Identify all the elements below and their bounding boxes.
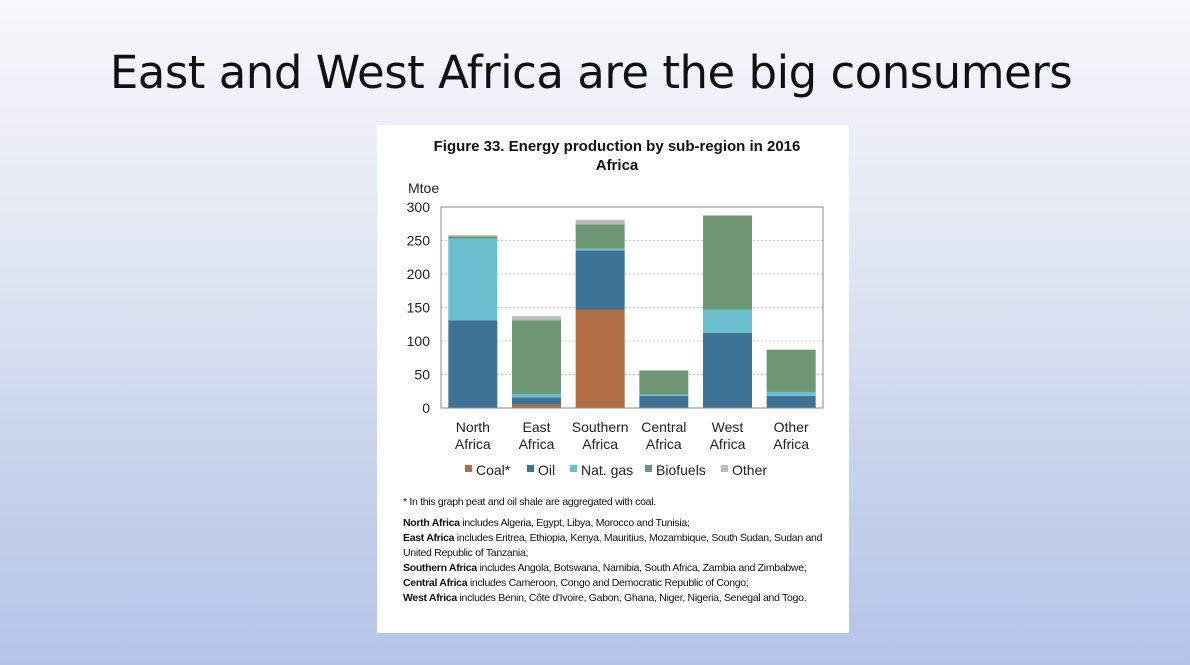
region-note: North Africa includes Algeria, Egypt, Li… [403, 516, 843, 531]
bars [448, 215, 816, 408]
stacked-bar-chart: Figure 33. Energy production by sub-regi… [407, 138, 824, 478]
legend-label: Nat. gas [581, 462, 633, 478]
region-note: Central Africa includes Cameroon, Congo … [403, 576, 843, 591]
legend-swatch [721, 465, 728, 472]
x-category-label: East [522, 419, 550, 435]
bar-nat-gas [766, 391, 816, 396]
region-note-name: Central Africa [403, 577, 468, 589]
bar-biofuels [448, 236, 498, 239]
region-note-text: includes Benin, Côte d'Ivoire, Gabon, Gh… [456, 592, 807, 604]
y-tick-label: 250 [407, 233, 431, 249]
bar-oil [448, 320, 498, 408]
x-category-label: Africa [455, 436, 491, 452]
bar-coal [512, 404, 561, 408]
region-note-name: North Africa [403, 517, 460, 529]
slide-title: East and West Africa are the big consume… [109, 46, 1073, 99]
legend-swatch [465, 465, 472, 472]
x-axis-categories: NorthAfricaEastAfricaSouthernAfricaCentr… [455, 419, 809, 452]
legend-label: Other [732, 462, 767, 478]
legend-label: Coal* [476, 462, 511, 478]
region-note-name: East Africa [403, 532, 455, 544]
region-note: East Africa includes Eritrea, Ethiopia, … [403, 531, 843, 561]
bar-other [512, 316, 561, 321]
legend-swatch [570, 465, 577, 472]
chart-subtitle: Africa [596, 157, 639, 174]
y-tick-label: 150 [407, 300, 431, 316]
region-notes: North Africa includes Algeria, Egypt, Li… [403, 516, 843, 606]
x-category-label: Africa [519, 436, 555, 452]
y-tick-label: 0 [422, 400, 430, 416]
x-category-label: Central [641, 419, 686, 435]
region-note: West Africa includes Benin, Côte d'Ivoir… [403, 591, 843, 606]
bar-nat-gas [639, 394, 689, 396]
bar-nat-gas [448, 238, 498, 321]
chart-title: Figure 33. Energy production by sub-regi… [434, 138, 801, 155]
x-category-label: West [712, 419, 744, 435]
region-note-text: includes Cameroon, Congo and Democratic … [467, 577, 749, 589]
x-category-label: North [456, 419, 490, 435]
figure-notes: * In this graph peat and oil shale are a… [403, 495, 843, 606]
region-note: Southern Africa includes Angola, Botswan… [403, 561, 843, 576]
y-axis-ticks: 0 50 100 150 200 250 300 [407, 199, 431, 416]
region-note-text: includes Angola, Botswana, Namibia, Sout… [476, 562, 807, 574]
bar-nat-gas [575, 248, 625, 251]
y-axis-label: Mtoe [408, 180, 439, 196]
region-note-name: Southern Africa [403, 562, 477, 574]
y-tick-label: 200 [407, 266, 431, 282]
x-category-label: Africa [773, 436, 809, 452]
bar-nat-gas [703, 309, 752, 333]
region-note-text: includes Eritrea, Ethiopia, Kenya, Mauri… [403, 532, 823, 559]
region-note-text: includes Algeria, Egypt, Libya, Morocco … [459, 517, 690, 529]
bar-oil [575, 250, 625, 310]
legend: Coal* Oil Nat. gas Biofuels Other [465, 462, 767, 478]
bar-biofuels [703, 215, 752, 310]
x-category-label: Africa [582, 436, 618, 452]
x-category-label: Other [774, 419, 809, 435]
y-tick-label: 50 [414, 367, 430, 383]
x-category-label: Southern [572, 419, 629, 435]
x-category-label: Africa [646, 436, 682, 452]
bar-biofuels [639, 370, 689, 395]
footnote: * In this graph peat and oil shale are a… [403, 496, 656, 508]
bar-oil [766, 395, 816, 408]
bar-other [575, 219, 625, 225]
bar-biofuels [766, 349, 816, 392]
region-note-name: West Africa [403, 592, 457, 604]
legend-label: Biofuels [656, 462, 706, 478]
gridlines [441, 206, 823, 375]
legend-swatch [527, 465, 534, 472]
y-tick-label: 300 [407, 199, 431, 215]
legend-swatch [645, 465, 652, 472]
bar-oil [703, 332, 752, 408]
plot-frame [440, 206, 824, 409]
bar-biofuels [575, 224, 625, 249]
y-tick-label: 100 [407, 333, 431, 349]
legend-label: Oil [538, 462, 555, 478]
bar-coal [575, 309, 625, 408]
bar-biofuels [512, 320, 561, 394]
x-category-label: Africa [710, 436, 746, 452]
bar-oil [512, 397, 561, 405]
bar-oil [639, 395, 689, 408]
bar-other [448, 235, 498, 237]
bar-nat-gas [512, 393, 561, 398]
figure-panel: Figure 33. Energy production by sub-regi… [377, 125, 849, 633]
bar-other [703, 215, 752, 216]
